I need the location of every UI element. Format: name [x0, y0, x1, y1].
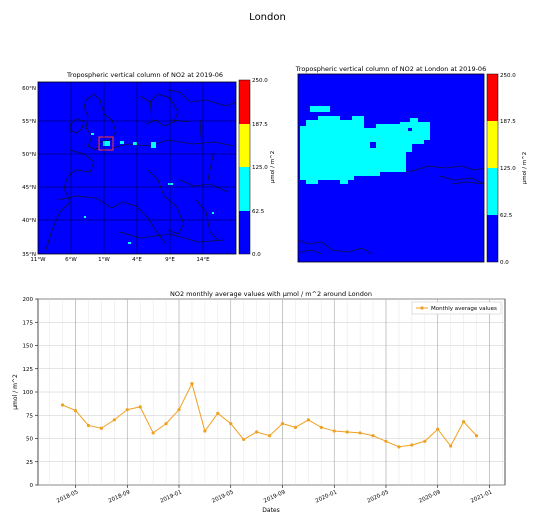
left-colorbar-ticks: 250.0 187.5 125.0 62.5 0.0 [252, 78, 268, 258]
x-tick-label: 2019-05 [211, 489, 235, 504]
svg-text:0.0: 0.0 [252, 252, 261, 258]
svg-text:187.5: 187.5 [500, 119, 516, 125]
svg-text:55°N: 55°N [22, 119, 36, 125]
svg-text:250.0: 250.0 [252, 78, 268, 84]
x-tick-label: 2019-09 [263, 489, 287, 504]
data-point [384, 440, 387, 443]
x-tick-label: 2018-09 [108, 489, 132, 504]
x-tick-label: 2020-01 [315, 489, 338, 504]
chart-legend: Monthly average values [412, 302, 501, 314]
data-point [242, 438, 245, 441]
data-point [100, 427, 103, 430]
left-map-lon-labels: 11°W 6°W 1°W 4°E 9°E 14°E [30, 257, 210, 263]
y-tick-label: 25 [26, 460, 33, 466]
x-axis-label: Dates [262, 507, 279, 514]
data-point [74, 409, 77, 412]
svg-text:40°N: 40°N [22, 218, 36, 224]
right-colorbar: 250.0 187.5 125.0 62.5 0.0 µmol / m^2 [487, 73, 528, 266]
svg-text:9°E: 9°E [165, 257, 175, 263]
svg-text:4°E: 4°E [132, 257, 142, 263]
svg-text:250.0: 250.0 [500, 73, 516, 79]
data-point [281, 422, 284, 425]
svg-text:60°N: 60°N [22, 86, 36, 92]
svg-text:11°W: 11°W [30, 257, 46, 263]
data-point [177, 408, 180, 411]
svg-text:125.0: 125.0 [500, 166, 516, 172]
legend-label: Monthly average values [431, 306, 497, 312]
svg-text:1°W: 1°W [98, 257, 110, 263]
data-point [307, 418, 310, 421]
y-axis-ticks: 0 25 50 75 100 125 150 175 200 [23, 297, 39, 489]
left-map-lat-labels: 60°N 55°N 50°N 45°N 40°N 35°N [22, 86, 36, 258]
data-point [410, 443, 413, 446]
right-map [298, 74, 484, 262]
svg-text:125.0: 125.0 [252, 165, 268, 171]
svg-text:0.0: 0.0 [500, 260, 509, 266]
y-axis-label: µmol / m^2 [12, 374, 19, 410]
data-point [294, 426, 297, 429]
right-map-title: Tropospheric vertical column of NO2 at L… [295, 65, 486, 73]
right-colorbar-label: µmol / m^2 [522, 152, 528, 185]
data-point [61, 403, 64, 406]
data-point [190, 382, 193, 385]
data-point [203, 429, 206, 432]
y-tick-label: 100 [23, 390, 34, 396]
data-point [126, 408, 129, 411]
data-point [152, 431, 155, 434]
data-point [423, 440, 426, 443]
data-point [268, 434, 271, 437]
data-point [139, 405, 142, 408]
svg-text:45°N: 45°N [22, 185, 36, 191]
data-point [333, 429, 336, 432]
y-tick-label: 0 [30, 483, 34, 489]
y-tick-label: 175 [23, 320, 34, 326]
x-tick-label: 2020-05 [366, 489, 390, 504]
data-point [475, 434, 478, 437]
data-point [449, 444, 452, 447]
data-point [320, 426, 323, 429]
x-tick-label: 2021-01 [470, 489, 493, 504]
x-axis-ticks: 2018-05 2018-09 2019-01 2019-05 2019-09 2020-… [56, 485, 493, 505]
data-point [397, 445, 400, 448]
y-tick-label: 125 [23, 367, 34, 373]
data-point [87, 424, 90, 427]
y-tick-label: 200 [23, 297, 34, 303]
left-colorbar: 250.0 187.5 125.0 62.5 0.0 µmol / m^2 [239, 78, 276, 258]
y-tick-label: 150 [23, 344, 34, 350]
data-point [371, 434, 374, 437]
svg-text:50°N: 50°N [22, 152, 36, 158]
x-tick-label: 2019-01 [159, 489, 182, 504]
data-point [359, 431, 362, 434]
svg-text:187.5: 187.5 [252, 122, 268, 128]
data-point [113, 418, 116, 421]
data-point [229, 422, 232, 425]
left-map-title: Tropospheric vertical column of NO2 at 2… [66, 71, 223, 79]
x-tick-label: 2020-09 [418, 489, 442, 504]
left-map: 60°N 55°N 50°N 45°N 40°N 35°N 11°W 6°W 1… [22, 82, 236, 263]
y-tick-label: 50 [26, 437, 33, 443]
right-colorbar-ticks: 250.0 187.5 125.0 62.5 0.0 [500, 73, 516, 266]
data-point [255, 430, 258, 433]
x-tick-label: 2018-05 [56, 489, 80, 504]
svg-text:6°W: 6°W [65, 257, 77, 263]
data-point [462, 420, 465, 423]
svg-text:62.5: 62.5 [252, 209, 265, 215]
chart-title: NO2 monthly average values with µmol / m… [170, 290, 372, 298]
data-point [346, 430, 349, 433]
y-tick-label: 75 [26, 413, 33, 419]
svg-text:62.5: 62.5 [500, 213, 513, 219]
data-point [164, 422, 167, 425]
svg-text:14°E: 14°E [196, 257, 210, 263]
left-colorbar-label: µmol / m^2 [270, 151, 276, 184]
data-point [216, 412, 219, 415]
data-point [436, 428, 439, 431]
legend-marker [420, 306, 423, 309]
